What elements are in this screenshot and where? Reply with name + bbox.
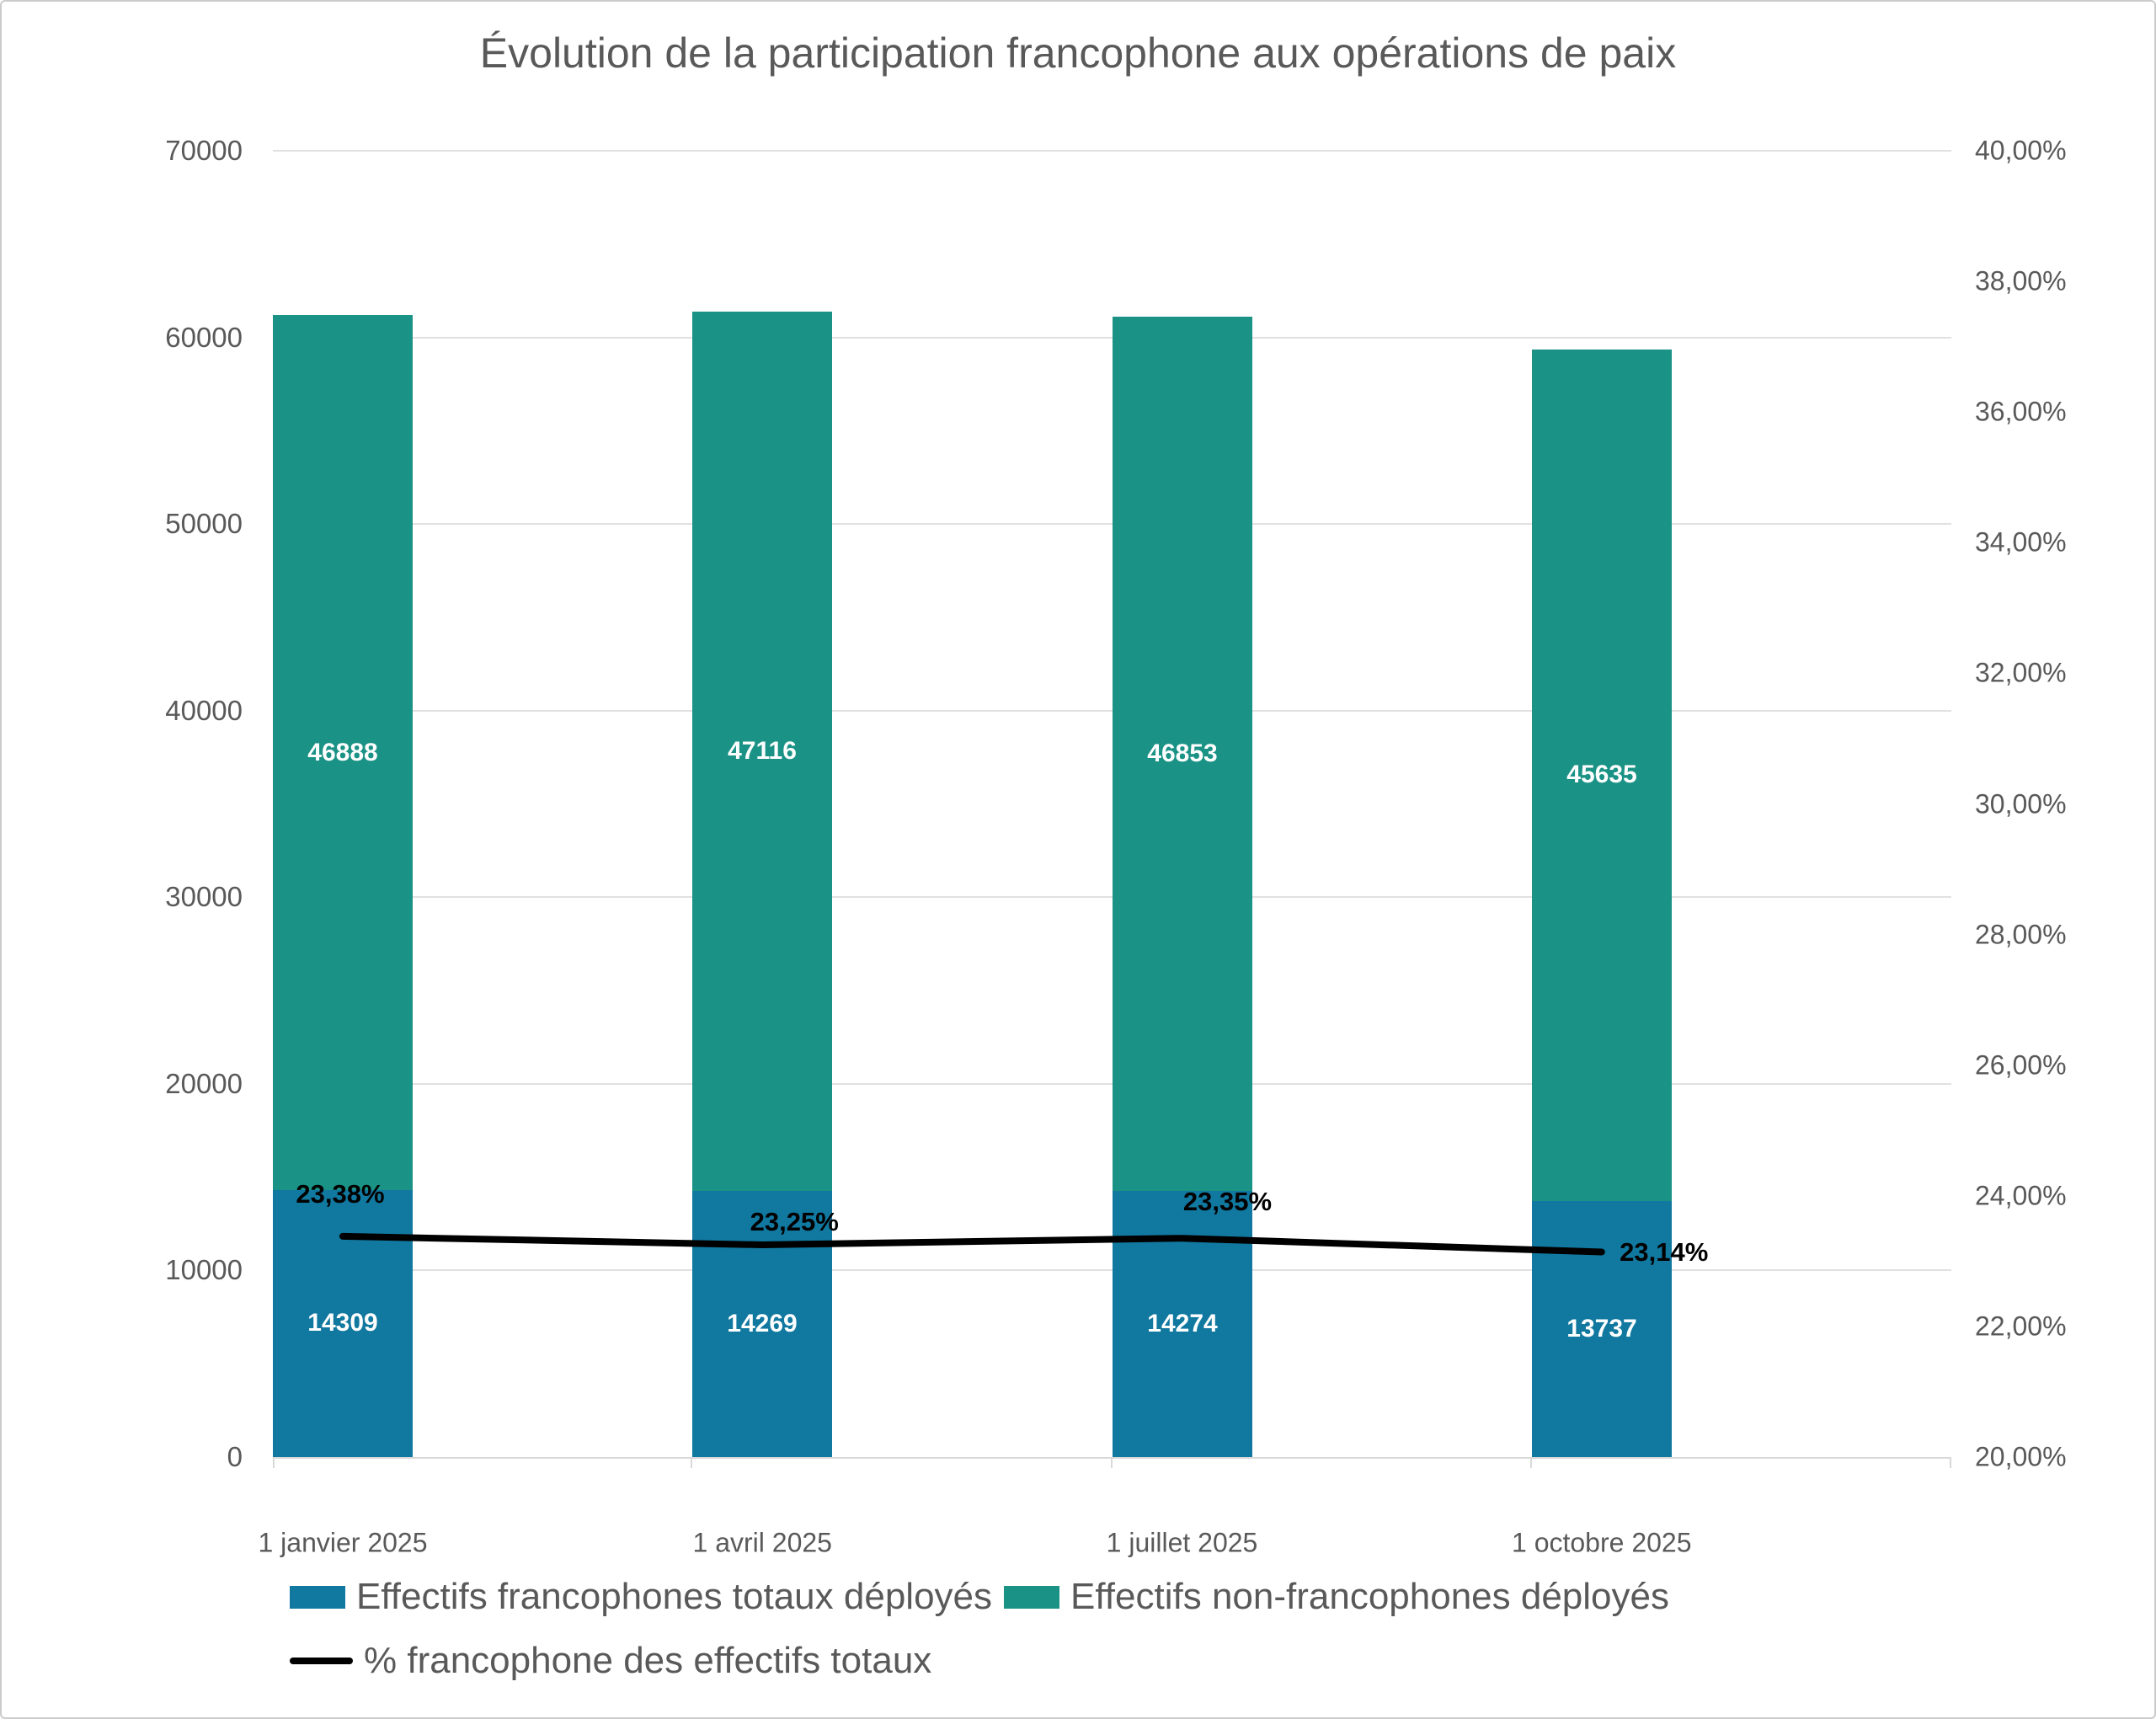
x-axis-category-label: 1 octobre 2025 — [1512, 1527, 1692, 1558]
left-axis-tick-label: 60000 — [165, 321, 243, 353]
right-axis-tick-label: 22,00% — [1975, 1311, 2067, 1342]
x-axis-category-label: 1 juillet 2025 — [1106, 1527, 1258, 1558]
right-axis-tick-label: 32,00% — [1975, 657, 2067, 688]
x-axis-tick — [1530, 1457, 1532, 1468]
left-axis-tick-label: 40000 — [165, 694, 243, 726]
bar-segment-non-francophones: 45635 — [1532, 349, 1672, 1201]
legend-item-percent-line: % francophone des effectifs totaux — [290, 1640, 931, 1682]
left-axis-tick-label: 20000 — [165, 1067, 243, 1099]
francophone-series-swatch — [290, 1585, 345, 1609]
legend-label-francophones: Effectifs francophones totaux déployés — [356, 1576, 993, 1617]
bar-value-label: 46888 — [307, 738, 378, 766]
bar-value-label: 45635 — [1566, 761, 1637, 789]
left-axis-tick-label: 70000 — [165, 135, 243, 166]
bar-value-label: 47116 — [728, 736, 797, 765]
percent-data-label: 23,38% — [296, 1178, 385, 1209]
right-axis-tick-label: 36,00% — [1975, 396, 2067, 427]
plot-area: 14309 46888 14269 47116 14274 46853 13737 45635… — [273, 150, 1951, 1468]
gridline-20000 — [273, 1082, 1951, 1085]
legend-label-percent-line: % francophone des effectifs totaux — [364, 1640, 932, 1681]
right-axis-tick-label: 30,00% — [1975, 788, 2067, 819]
left-axis-tick-label: 30000 — [165, 881, 243, 913]
x-axis-tick — [1950, 1457, 1951, 1468]
bar-segment-francophones: 14269 — [692, 1190, 832, 1457]
bar-value-label: 13737 — [1566, 1314, 1637, 1343]
legend-item-francophones: Effectifs francophones totaux déployés — [290, 1576, 992, 1618]
bar-segment-non-francophones: 46888 — [273, 315, 413, 1190]
right-axis-tick-label: 24,00% — [1975, 1180, 2067, 1211]
bar-segment-non-francophones: 47116 — [692, 311, 832, 1191]
bar-segment-non-francophones: 46853 — [1113, 316, 1252, 1191]
chart-title: Évolution de la participation francophon… — [479, 29, 1677, 77]
right-axis-tick-label: 40,00% — [1975, 135, 2067, 166]
right-axis-tick-label: 34,00% — [1975, 526, 2067, 558]
gridline-50000 — [273, 523, 1951, 526]
percent-line-swatch — [290, 1658, 353, 1664]
percent-line — [339, 1232, 1605, 1256]
bar-value-label: 14274 — [1147, 1309, 1218, 1337]
x-axis-tick — [1111, 1457, 1113, 1468]
legend-label-non-francophones: Effectifs non-francophones déployés — [1070, 1576, 1669, 1617]
legend-row-1: Effectifs francophones totaux déployés E… — [290, 1576, 1681, 1618]
left-axis-tick-label: 50000 — [165, 508, 243, 540]
percent-data-label: 23,14% — [1620, 1237, 1709, 1268]
right-axis-tick-label: 26,00% — [1975, 1049, 2067, 1081]
legend: Effectifs francophones totaux déployés E… — [290, 1576, 1681, 1704]
bar-segment-francophones: 13737 — [1532, 1200, 1672, 1457]
x-axis-category-label: 1 avril 2025 — [692, 1527, 832, 1558]
bar-value-label: 46853 — [1147, 739, 1218, 767]
legend-row-2: % francophone des effectifs totaux — [290, 1640, 1681, 1682]
left-axis-tick-label: 0 — [227, 1441, 243, 1472]
gridline-70000 — [273, 150, 1951, 152]
percent-data-label: 23,25% — [750, 1206, 839, 1236]
x-axis-tick — [691, 1457, 692, 1468]
percent-data-label: 23,35% — [1182, 1187, 1273, 1217]
right-axis-tick-label: 20,00% — [1975, 1441, 2067, 1472]
gridline-40000 — [273, 709, 1951, 712]
legend-item-non-francophones: Effectifs non-francophones déployés — [1004, 1576, 1669, 1618]
gridline-60000 — [273, 336, 1951, 339]
gridline-30000 — [273, 896, 1951, 899]
x-axis-tick — [273, 1457, 275, 1468]
right-axis-tick-label: 38,00% — [1975, 265, 2067, 296]
right-axis-tick-label: 28,00% — [1975, 919, 2067, 950]
bar-value-label: 14269 — [727, 1309, 798, 1337]
bar-value-label: 14309 — [307, 1309, 378, 1337]
non-francophone-series-swatch — [1004, 1585, 1060, 1609]
x-axis-category-label: 1 janvier 2025 — [258, 1527, 428, 1558]
gridline-10000 — [273, 1269, 1951, 1272]
left-axis-tick-label: 10000 — [165, 1254, 243, 1286]
